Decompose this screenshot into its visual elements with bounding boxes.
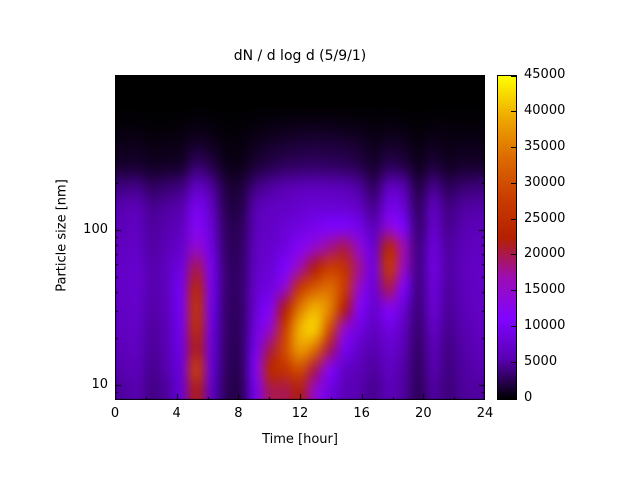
colorbar-tick xyxy=(511,76,516,77)
y-tick-label: 100 xyxy=(83,221,108,237)
colorbar-tick-label: 40000 xyxy=(524,102,566,118)
heatmap-canvas xyxy=(115,75,485,400)
colorbar-tick xyxy=(511,398,516,399)
colorbar-tick-label: 10000 xyxy=(524,318,566,334)
x-axis-title: Time [hour] xyxy=(262,432,338,447)
y-tick-label: 10 xyxy=(91,376,108,392)
colorbar-tick xyxy=(511,254,516,255)
colorbar-tick-label: 45000 xyxy=(524,67,566,82)
x-tick-label: 4 xyxy=(172,406,181,421)
x-tick-label: 12 xyxy=(291,406,309,421)
colorbar-tick-label: 5000 xyxy=(524,354,558,370)
colorbar-tick-label: 35000 xyxy=(524,138,566,154)
colorbar-tick-label: 30000 xyxy=(524,174,566,190)
chart-title: dN / d log d (5/9/1) xyxy=(233,48,367,64)
colorbar-tick xyxy=(511,219,516,220)
x-tick-label: 0 xyxy=(110,406,120,421)
colorbar-tick xyxy=(511,111,516,112)
x-tick-label: 24 xyxy=(476,406,494,421)
colorbar-tick xyxy=(511,326,516,327)
colorbar-tick-label: 20000 xyxy=(524,246,566,262)
x-tick-label: 16 xyxy=(353,406,370,421)
colorbar-tick xyxy=(511,147,516,148)
x-tick-label: 20 xyxy=(415,406,432,421)
colorbar-tick-label: 0 xyxy=(524,390,533,405)
colorbar-tick-label: 25000 xyxy=(524,210,566,226)
x-tick-label: 8 xyxy=(234,406,243,421)
colorbar-tick xyxy=(511,362,516,363)
colorbar-tick xyxy=(511,183,516,184)
colorbar-tick xyxy=(511,290,516,291)
colorbar-tick-label: 15000 xyxy=(524,282,566,298)
colorbar xyxy=(497,75,517,400)
